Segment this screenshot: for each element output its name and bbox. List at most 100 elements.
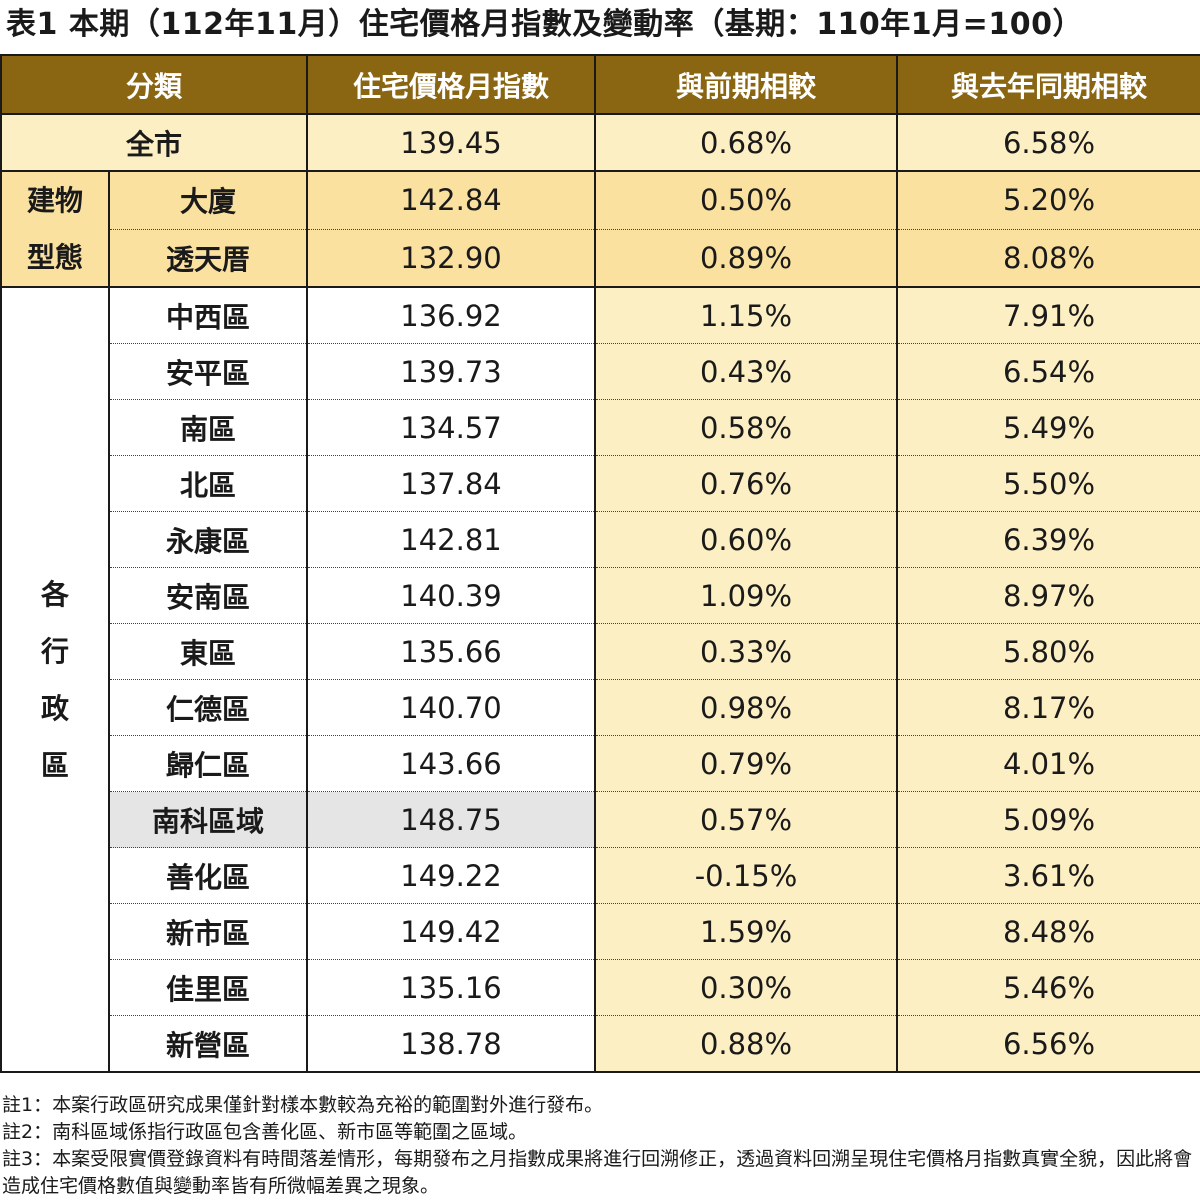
yoy-value: 5.49% [897, 399, 1200, 456]
mom-value: 0.57% [595, 791, 899, 848]
yoy-value: 6.56% [897, 1015, 1200, 1073]
row-district: 佳里區 135.16 0.30% 5.46% [1, 959, 1200, 1016]
row-label: 歸仁區 [107, 735, 309, 792]
yoy-value: 4.01% [897, 735, 1200, 792]
row-label: 大廈 [109, 171, 309, 230]
row-district: 善化區 149.22 -0.15% 3.61% [1, 847, 1200, 904]
index-value: 135.16 [307, 959, 597, 1016]
group-label-char: 各 [40, 577, 69, 611]
header-index: 住宅價格月指數 [307, 54, 597, 115]
row-label: 新營區 [107, 1015, 309, 1073]
index-value: 148.75 [307, 791, 597, 848]
mom-value: 0.33% [595, 623, 899, 680]
row-district: 東區 135.66 0.33% 5.80% [1, 623, 1200, 680]
row-label: 佳里區 [107, 959, 309, 1016]
header-mom: 與前期相較 [595, 54, 899, 115]
group-label-char: 政 [40, 691, 69, 725]
row-building-type: 透天厝 132.90 0.89% 8.08% [1, 229, 1200, 288]
mom-value: 0.30% [595, 959, 899, 1016]
yoy-value: 8.97% [897, 567, 1200, 624]
index-value: 140.39 [307, 567, 597, 624]
yoy-value: 8.08% [897, 229, 1200, 288]
yoy-value: 7.91% [897, 287, 1200, 344]
row-label: 新市區 [107, 903, 309, 960]
group-label-char: 建物 [26, 184, 83, 217]
yoy-value: 6.39% [897, 511, 1200, 568]
mom-value: 0.88% [595, 1015, 899, 1073]
header-yoy: 與去年同期相較 [897, 54, 1200, 115]
row-district: 各行政區中西區 136.92 1.15% 7.91% [0, 287, 1200, 1073]
index-value: 139.73 [307, 343, 597, 400]
row-all-city: 全市 139.45 0.68% 6.58% [0, 114, 1200, 172]
group-label-char: 區 [40, 748, 69, 782]
index-value: 134.57 [307, 399, 597, 456]
yoy-value: 6.54% [897, 343, 1200, 400]
index-value: 138.78 [307, 1015, 597, 1073]
row-district: 安南區 140.39 1.09% 8.97% [1, 567, 1200, 624]
mom-value: 1.09% [595, 567, 899, 624]
mom-value: 0.76% [595, 455, 899, 512]
group-building-type: 建物 型態 [0, 171, 110, 288]
row-district: 永康區 142.81 0.60% 6.39% [1, 511, 1200, 568]
row-district: 南科區域 148.75 0.57% 5.09% [1, 791, 1200, 848]
row-label: 南區 [107, 399, 309, 456]
group-label-char: 型態 [26, 241, 83, 274]
index-value: 142.84 [307, 171, 597, 230]
row-district: 歸仁區 143.66 0.79% 4.01% [1, 735, 1200, 792]
index-value: 139.45 [307, 114, 597, 172]
yoy-value: 3.61% [897, 847, 1200, 904]
row-label: 安南區 [107, 567, 309, 624]
yoy-value: 5.80% [897, 623, 1200, 680]
row-label: 仁德區 [107, 679, 309, 736]
mom-value: 0.58% [595, 399, 899, 456]
mom-value: 0.89% [595, 229, 899, 288]
row-label: 東區 [107, 623, 309, 680]
mom-value: -0.15% [595, 847, 899, 904]
group-districts: 各行政區 [0, 287, 110, 1073]
yoy-value: 8.48% [897, 903, 1200, 960]
mom-value: 0.98% [595, 679, 899, 736]
row-label: 南科區域 [107, 791, 309, 848]
mom-value: 0.60% [595, 511, 899, 568]
index-value: 140.70 [307, 679, 597, 736]
group-label-char: 行 [40, 634, 69, 668]
footnotes: 註1：本案行政區研究成果僅針對樣本數較為充裕的範圍對外進行發布。 註2：南科區域… [2, 1092, 1198, 1200]
index-value: 137.84 [307, 455, 597, 512]
row-label: 北區 [107, 455, 309, 512]
row-district: 安平區 139.73 0.43% 6.54% [1, 343, 1200, 400]
index-value: 143.66 [307, 735, 597, 792]
row-district: 北區 137.84 0.76% 5.50% [1, 455, 1200, 512]
yoy-value: 5.20% [897, 171, 1200, 230]
index-value: 149.42 [307, 903, 597, 960]
index-value: 149.22 [307, 847, 597, 904]
mom-value: 1.15% [595, 287, 899, 344]
index-value: 136.92 [307, 287, 597, 344]
header-row: 分類 住宅價格月指數 與前期相較 與去年同期相較 [0, 54, 1200, 115]
yoy-value: 5.09% [897, 791, 1200, 848]
mom-value: 1.59% [595, 903, 899, 960]
row-district: 仁德區 140.70 0.98% 8.17% [1, 679, 1200, 736]
row-label: 安平區 [107, 343, 309, 400]
header-category: 分類 [0, 54, 309, 115]
row-district: 南區 134.57 0.58% 5.49% [1, 399, 1200, 456]
row-label: 善化區 [107, 847, 309, 904]
index-value: 135.66 [307, 623, 597, 680]
yoy-value: 5.46% [897, 959, 1200, 1016]
index-value: 142.81 [307, 511, 597, 568]
row-label: 中西區 [109, 287, 309, 344]
index-value: 132.90 [307, 229, 597, 288]
mom-value: 0.79% [595, 735, 899, 792]
row-district: 新市區 149.42 1.59% 8.48% [1, 903, 1200, 960]
mom-value: 0.68% [595, 114, 899, 172]
mom-value: 0.43% [595, 343, 899, 400]
table-title: 表1 本期（112年11月）住宅價格月指數及變動率（基期：110年1月=100） [6, 7, 1083, 42]
row-building-type: 建物型態 大廈 142.84 0.50% 5.20% [0, 171, 1200, 288]
footnote-1: 註1：本案行政區研究成果僅針對樣本數較為充裕的範圍對外進行發布。 [2, 1094, 604, 1116]
yoy-value: 6.58% [897, 114, 1200, 172]
row-label: 透天厝 [107, 229, 309, 288]
footnote-2: 註2：南科區域係指行政區包含善化區、新市區等範圍之區域。 [2, 1121, 528, 1143]
yoy-value: 5.50% [897, 455, 1200, 512]
row-label: 永康區 [107, 511, 309, 568]
mom-value: 0.50% [595, 171, 899, 230]
row-district: 新營區 138.78 0.88% 6.56% [1, 1015, 1200, 1073]
